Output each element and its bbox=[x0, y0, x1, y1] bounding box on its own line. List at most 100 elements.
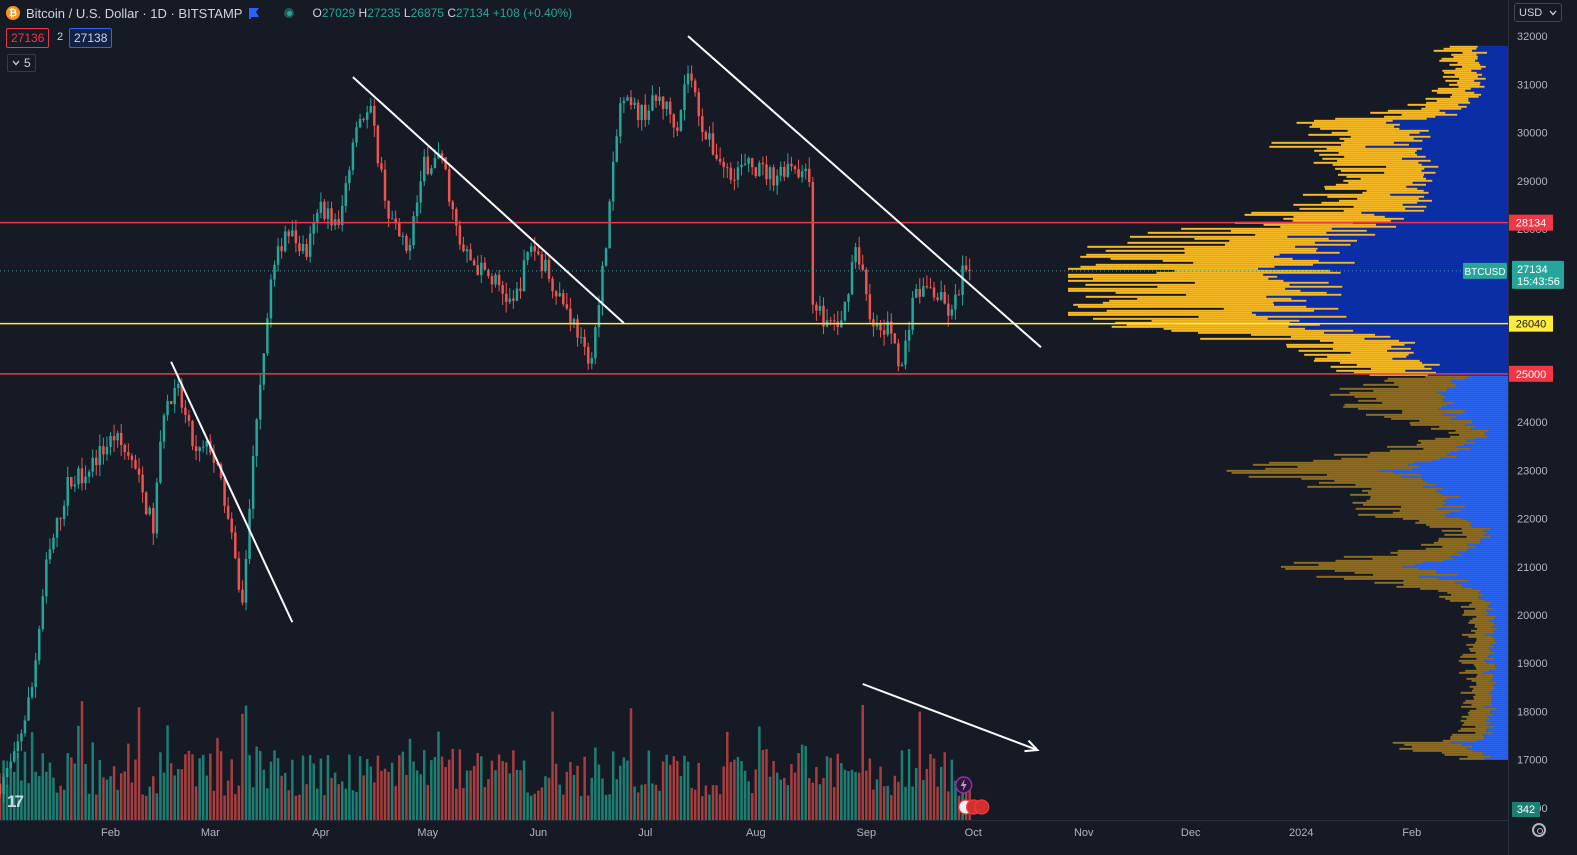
profile-row-buy bbox=[1496, 641, 1508, 644]
candle-body bbox=[590, 358, 594, 364]
candle bbox=[20, 729, 23, 752]
symbol-tag[interactable] bbox=[1463, 262, 1507, 279]
candle bbox=[929, 277, 932, 289]
profile-row-buy bbox=[1494, 617, 1508, 620]
y-tick-label: 32000 bbox=[1517, 31, 1548, 43]
trendline[interactable] bbox=[352, 76, 625, 324]
currency-select[interactable]: USD bbox=[1514, 3, 1562, 22]
candle bbox=[668, 97, 672, 124]
volume-bar bbox=[141, 794, 144, 820]
candle bbox=[355, 121, 358, 147]
profile-row-sell bbox=[1419, 419, 1472, 422]
profile-row-buy bbox=[1418, 575, 1508, 578]
candle bbox=[793, 164, 797, 174]
volume-bar bbox=[426, 784, 430, 820]
profile-row-buy bbox=[1392, 357, 1508, 360]
candle-body bbox=[169, 401, 173, 405]
flag-icon[interactable] bbox=[248, 7, 260, 19]
profile-row-buy bbox=[1468, 579, 1508, 582]
candle-body bbox=[865, 269, 868, 295]
profile-row-sell bbox=[1353, 371, 1437, 374]
volume-bar bbox=[119, 773, 123, 820]
profile-row-sell bbox=[1469, 603, 1490, 606]
profile-row-sell bbox=[1095, 263, 1314, 266]
candle-body bbox=[686, 73, 690, 85]
candle bbox=[337, 210, 340, 229]
trendline[interactable] bbox=[170, 361, 294, 623]
level-price-tag[interactable] bbox=[1509, 214, 1553, 231]
profile-row-sell bbox=[1461, 705, 1485, 708]
event-markers[interactable] bbox=[954, 776, 990, 815]
candle-body bbox=[654, 95, 658, 101]
profile-row-sell bbox=[1466, 677, 1493, 680]
candle bbox=[644, 94, 647, 128]
tradingview-logo[interactable]: 17 bbox=[7, 792, 24, 811]
profile-row-sell bbox=[1462, 51, 1488, 54]
profile-row-buy bbox=[1461, 553, 1508, 556]
gear-icon[interactable] bbox=[1532, 823, 1546, 837]
candle-body bbox=[504, 293, 508, 302]
candle bbox=[159, 430, 162, 485]
profile-row-buy bbox=[1462, 743, 1508, 746]
level-price-tag[interactable] bbox=[1509, 315, 1553, 332]
candle-body bbox=[159, 441, 162, 483]
volume-bar bbox=[668, 764, 672, 820]
candle bbox=[112, 424, 116, 452]
us-flag-icon[interactable] bbox=[974, 799, 990, 815]
profile-row-buy bbox=[1447, 497, 1508, 500]
volume-bar bbox=[23, 751, 27, 820]
candle bbox=[362, 117, 365, 123]
candle bbox=[305, 238, 308, 261]
volume-bar bbox=[558, 784, 561, 820]
profile-row-buy bbox=[1484, 737, 1508, 740]
candle-body bbox=[551, 278, 554, 292]
volume-bar bbox=[950, 759, 954, 820]
volume-trend-arrow[interactable] bbox=[862, 683, 1038, 751]
buy-button[interactable]: 27138 bbox=[69, 28, 113, 48]
horizontal-levels bbox=[0, 221, 1508, 375]
profile-row-buy bbox=[1467, 519, 1508, 522]
candle bbox=[772, 164, 775, 192]
profile-row-buy bbox=[1487, 435, 1508, 438]
profile-row-buy bbox=[1470, 87, 1508, 90]
candle-body bbox=[376, 125, 380, 164]
profile-row-buy bbox=[1274, 303, 1508, 306]
trendline[interactable] bbox=[687, 35, 1042, 349]
volume-bar bbox=[537, 790, 540, 820]
profile-row-sell bbox=[1296, 121, 1387, 124]
profile-row-sell bbox=[1344, 577, 1439, 580]
candle-body bbox=[451, 201, 455, 210]
profile-row-buy bbox=[1403, 217, 1508, 220]
candle bbox=[333, 213, 337, 230]
candle bbox=[376, 124, 380, 167]
symbol-title[interactable]: Bitcoin / U.S. Dollar · 1D · BITSTAMP bbox=[26, 5, 243, 21]
profile-row-buy bbox=[1361, 211, 1508, 214]
profile-row-sell bbox=[1365, 413, 1444, 416]
profile-row-sell bbox=[1476, 707, 1497, 710]
profile-row-buy bbox=[1488, 647, 1508, 650]
indicators-toggle[interactable]: 5 bbox=[7, 54, 36, 72]
profile-row-sell bbox=[1157, 285, 1343, 288]
profile-row-buy bbox=[1273, 255, 1508, 258]
sell-button[interactable]: 27136 bbox=[6, 28, 50, 48]
level-price-tag[interactable] bbox=[1509, 365, 1553, 382]
profile-row-sell bbox=[1464, 721, 1492, 724]
volume-bar bbox=[48, 762, 52, 820]
candle bbox=[950, 304, 954, 320]
profile-row-sell bbox=[1450, 735, 1485, 738]
candle-body bbox=[939, 292, 943, 300]
candle-body bbox=[522, 260, 526, 292]
candle-body bbox=[119, 432, 123, 446]
volume-bar bbox=[480, 756, 483, 820]
profile-row-sell bbox=[1265, 467, 1413, 470]
candle-body bbox=[576, 319, 579, 338]
volume-bar bbox=[412, 761, 415, 820]
profile-row-buy bbox=[1483, 671, 1508, 674]
profile-row-buy bbox=[1390, 335, 1508, 338]
last-price-tag[interactable] bbox=[1512, 260, 1564, 289]
profile-row-buy bbox=[1468, 375, 1508, 378]
candle bbox=[551, 276, 554, 299]
profile-row-buy bbox=[1451, 417, 1508, 420]
candle-body bbox=[690, 73, 693, 81]
